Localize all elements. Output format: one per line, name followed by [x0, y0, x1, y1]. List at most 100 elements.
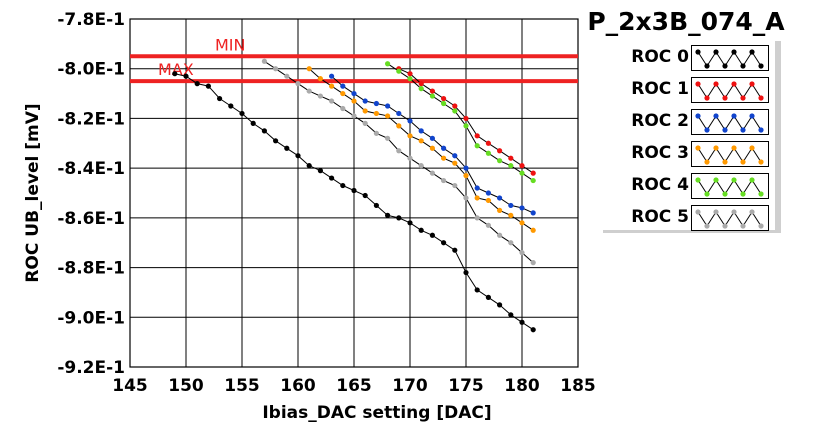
data-point: [329, 73, 335, 79]
legend-item: ROC 3: [603, 139, 775, 169]
x-tick-label: 155: [224, 376, 260, 396]
data-point: [317, 168, 323, 174]
data-point: [317, 93, 323, 99]
data-point: [418, 86, 424, 92]
data-point: [385, 61, 391, 67]
y-tick-label: -8.0E-1: [57, 60, 125, 80]
data-point: [306, 163, 312, 169]
legend-swatch: [691, 205, 769, 231]
tick-labels: 145 150 155 160 165 170 175 180 185 -9.2E-1 -9.0E-…: [57, 10, 595, 396]
data-point: [508, 155, 514, 161]
data-point: [351, 90, 357, 97]
data-point: [508, 312, 514, 318]
series-0: [172, 71, 536, 333]
legend-swatch: [691, 173, 769, 199]
data-point: [396, 110, 402, 117]
legend: ROC 0 ROC 1 ROC 2 ROC 3 ROC 4 ROC 5: [603, 41, 781, 233]
data-point: [452, 160, 458, 166]
series-1: [396, 66, 536, 176]
data-point: [429, 88, 435, 94]
data-point: [418, 128, 424, 134]
data-point: [362, 98, 368, 104]
data-point: [228, 103, 234, 109]
data-point: [273, 66, 279, 72]
data-point: [284, 73, 290, 79]
legend-item: ROC 0: [603, 43, 775, 73]
data-point: [474, 195, 480, 201]
data-point: [362, 192, 368, 199]
data-point: [407, 118, 413, 124]
data-point: [429, 93, 435, 99]
data-point: [474, 133, 480, 139]
legend-label: ROC 1: [631, 79, 689, 99]
data-point: [329, 175, 335, 181]
y-tick-label: -8.2E-1: [57, 109, 125, 129]
legend-swatch: [691, 109, 769, 135]
data-point: [429, 170, 435, 176]
data-point: [497, 232, 503, 238]
y-tick-label: -9.0E-1: [57, 308, 125, 328]
x-tick-label: 180: [504, 376, 540, 396]
legend-item: ROC 1: [603, 75, 775, 105]
x-tick-label: 145: [112, 376, 148, 396]
data-point: [373, 202, 379, 209]
data-point: [340, 105, 346, 112]
data-point: [530, 227, 536, 233]
data-point: [273, 138, 279, 144]
y-tick-label: -8.8E-1: [57, 259, 125, 279]
legend-swatch: [691, 77, 769, 103]
data-point: [396, 123, 402, 129]
data-point: [407, 155, 413, 161]
series-5: [261, 58, 536, 266]
data-point: [250, 120, 256, 126]
data-point: [474, 215, 480, 221]
legend-item: ROC 4: [603, 171, 775, 201]
data-point: [519, 250, 525, 256]
data-point: [530, 170, 536, 176]
legend-item: ROC 5: [603, 203, 775, 233]
data-point: [261, 128, 267, 134]
data-point: [429, 145, 435, 151]
data-point: [418, 81, 424, 87]
chart-title: P_2x3B_074_A: [587, 7, 785, 36]
data-point: [418, 138, 424, 144]
x-tick-label: 150: [168, 376, 204, 396]
x-tick-label: 170: [392, 376, 428, 396]
data-point: [530, 260, 536, 266]
data-point: [306, 66, 312, 72]
data-point: [463, 195, 469, 201]
data-point: [497, 302, 503, 308]
data-point: [452, 103, 458, 109]
legend-item: ROC 2: [603, 107, 775, 137]
data-point: [452, 108, 458, 114]
data-point: [497, 158, 503, 164]
data-point: [239, 110, 245, 117]
data-point: [362, 120, 368, 126]
data-point: [508, 240, 514, 246]
data-point: [429, 232, 435, 238]
data-point: [519, 170, 525, 176]
data-point: [407, 220, 413, 226]
x-tick-label: 160: [280, 376, 316, 396]
x-tick-label: 165: [336, 376, 372, 396]
data-point: [441, 177, 447, 184]
data-point: [530, 327, 536, 333]
y-tick-label: -7.8E-1: [57, 10, 125, 30]
legend-label: ROC 5: [631, 207, 689, 227]
data-point: [441, 95, 447, 102]
data-point: [340, 90, 346, 97]
y-axis-label: ROC UB_level [mV]: [23, 103, 43, 282]
data-point: [485, 197, 491, 204]
data-point: [463, 173, 469, 179]
data-point: [441, 155, 447, 161]
data-point: [396, 148, 402, 154]
data-point: [441, 240, 447, 246]
data-point: [396, 215, 402, 221]
data-point: [373, 100, 379, 107]
data-point: [474, 185, 480, 191]
data-point: [329, 83, 335, 89]
data-point: [295, 81, 301, 87]
data-point: [497, 195, 503, 201]
data-point: [351, 113, 357, 119]
